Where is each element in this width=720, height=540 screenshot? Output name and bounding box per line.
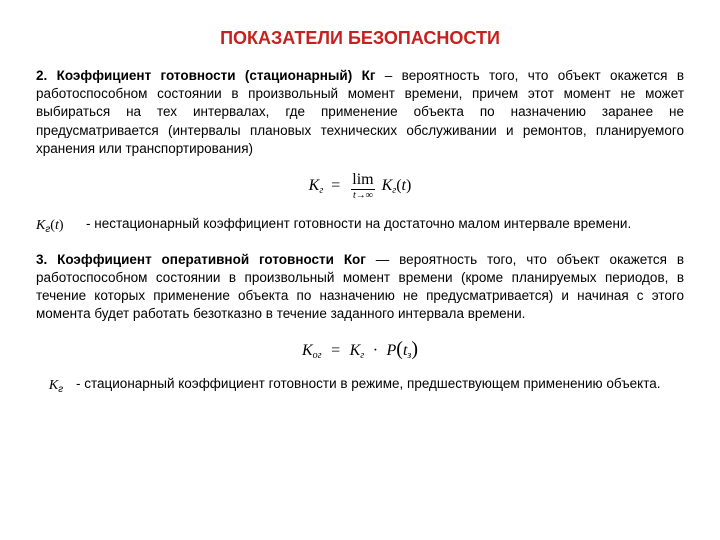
section-2-lead: 2. Коэффициент готовности (стационарный)…	[36, 68, 375, 83]
formula-2: Kог = Kг · P(tз)	[36, 337, 684, 360]
lim-label: lim	[351, 172, 374, 190]
term-2-row: Kг - стационарный коэффициент готовности…	[36, 375, 684, 397]
f2-mid-sub: г	[360, 350, 364, 361]
term-2-symbol: Kг	[36, 375, 76, 397]
formula-1: Kг = lim t→∞ Kг(t)	[36, 172, 684, 201]
lim-sub: t→∞	[351, 190, 374, 201]
f2-close: )	[411, 338, 418, 360]
term-1-symbol: Kг(t)	[36, 215, 86, 237]
f2-p-base: P	[387, 342, 397, 359]
t1-base: K	[36, 218, 45, 233]
f1-lhs-base: K	[309, 177, 320, 194]
close-paren: )	[406, 177, 411, 194]
section-3-lead: 3. Коэффициент оперативной готовности Ко…	[36, 252, 366, 267]
term-1-row: Kг(t) - нестационарный коэффициент готов…	[36, 215, 684, 237]
f1-rhs-base: K	[382, 177, 393, 194]
section-3-paragraph: 3. Коэффициент оперативной готовности Ко…	[36, 251, 684, 324]
term-1-text: - нестационарный коэффициент готовности …	[86, 215, 684, 233]
section-2-paragraph: 2. Коэффициент готовности (стационарный)…	[36, 67, 684, 158]
f2-dot: ·	[373, 342, 378, 359]
document-page: ПОКАЗАТЕЛИ БЕЗОПАСНОСТИ 2. Коэффициент г…	[0, 0, 720, 540]
t2-sub: г	[58, 384, 63, 395]
t2-base: K	[49, 378, 58, 393]
f2-lhs-base: K	[302, 342, 313, 359]
term-2-text: - стационарный коэффициент готовности в …	[76, 375, 684, 393]
limit-operator: lim t→∞	[351, 172, 374, 201]
f2-mid-base: K	[350, 342, 361, 359]
t1-close: )	[59, 218, 64, 233]
f2-eq: =	[331, 342, 340, 359]
page-title: ПОКАЗАТЕЛИ БЕЗОПАСНОСТИ	[36, 28, 684, 49]
f2-open: (	[396, 338, 403, 360]
f1-lhs-sub: г	[319, 185, 323, 196]
f2-lhs-sub: ог	[313, 350, 322, 361]
f1-eq: =	[331, 177, 340, 194]
